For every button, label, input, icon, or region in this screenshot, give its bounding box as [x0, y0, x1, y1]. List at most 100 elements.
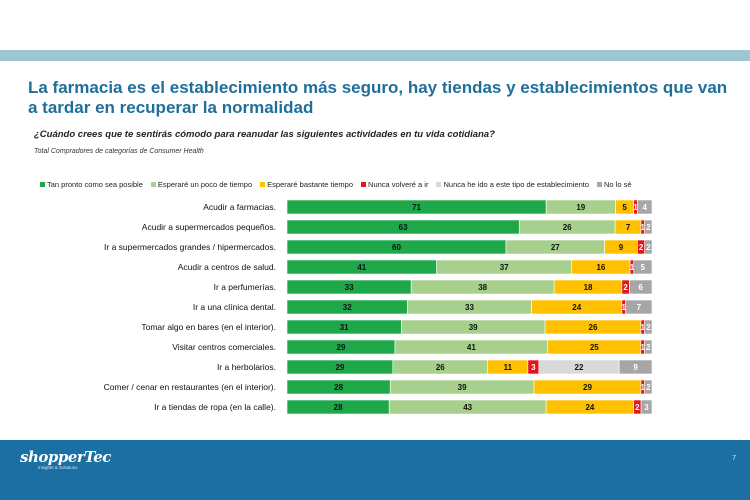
legend-swatch	[260, 181, 266, 187]
bar-segment	[644, 339, 653, 355]
bar-value-label: 3	[531, 363, 536, 372]
bar-value-label: 26	[563, 223, 572, 232]
bar-value-label: 39	[469, 323, 478, 332]
bar-value-label: 1	[633, 203, 638, 212]
legend-item: No lo sé	[597, 180, 632, 189]
category-label: Ir a supermercados grandes / hipermercad…	[104, 242, 276, 252]
bar-segment	[618, 359, 653, 375]
bar-value-label: 33	[345, 283, 354, 292]
bar-value-label: 1	[622, 303, 627, 312]
page-title: La farmacia es el establecimiento más se…	[28, 78, 728, 117]
survey-question: ¿Cuándo crees que te sentirás cómodo par…	[34, 129, 495, 140]
bar-value-label: 6	[638, 283, 643, 292]
bar-value-label: 16	[596, 263, 605, 272]
bar-value-label: 43	[463, 403, 472, 412]
page-number: 7	[732, 455, 736, 462]
brand-logo: shopperTec	[20, 448, 111, 466]
bar-value-label: 1	[640, 343, 645, 352]
top-band	[0, 50, 750, 61]
category-label: Ir a herbolarios.	[217, 362, 276, 372]
bar-value-label: 2	[646, 243, 651, 252]
bar-value-label: 5	[641, 263, 646, 272]
legend-label: No lo sé	[604, 179, 632, 189]
bar-value-label: 28	[334, 383, 343, 392]
bar-value-label: 1	[641, 383, 646, 392]
category-label: Ir a tiendas de ropa (en la calle).	[154, 402, 276, 412]
bar-value-label: 60	[392, 243, 401, 252]
bar-value-label: 63	[399, 223, 408, 232]
bar-segment	[629, 279, 653, 295]
category-label: Comer / cenar en restaurantes (en el int…	[104, 382, 276, 392]
legend-label: Nunca he ido a este tipo de establecimie…	[443, 179, 589, 189]
bar-segment	[644, 219, 653, 235]
brand-logo-subtitle: Insights & Solutions	[38, 465, 78, 470]
bar-value-label: 22	[575, 363, 584, 372]
legend-item: Tan pronto como sea posible	[40, 180, 143, 189]
bar-value-label: 2	[646, 343, 651, 352]
chart-legend: Tan pronto como sea posible Esperaré un p…	[40, 178, 740, 190]
category-label: Acudir a farmacias.	[203, 202, 276, 212]
bar-value-label: 33	[465, 303, 474, 312]
bar-segment	[644, 239, 653, 255]
legend-item: Nunca volveré a ir	[361, 180, 428, 189]
bar-value-label: 24	[585, 403, 594, 412]
legend-label: Esperaré un poco de tiempo	[157, 179, 253, 189]
bar-value-label: 29	[337, 343, 346, 352]
bar-value-label: 2	[646, 383, 651, 392]
bar-segment	[625, 299, 653, 315]
bar-value-label: 5	[622, 203, 627, 212]
legend-swatch	[361, 181, 367, 187]
category-label: Acudir a supermercados pequeños.	[142, 222, 276, 232]
bar-value-label: 25	[590, 343, 599, 352]
bar-value-label: 29	[335, 363, 344, 372]
bar-value-label: 7	[626, 223, 631, 232]
bar-value-label: 37	[500, 263, 509, 272]
bar-value-label: 9	[619, 243, 624, 252]
bar-value-label: 31	[340, 323, 349, 332]
legend-swatch	[436, 181, 442, 187]
category-label: Ir a perfumerías.	[214, 282, 276, 292]
bar-value-label: 18	[584, 283, 593, 292]
bar-value-label: 11	[504, 363, 513, 372]
bar-value-label: 29	[583, 383, 592, 392]
legend-item: Nunca he ido a este tipo de establecimie…	[436, 180, 589, 189]
bar-value-label: 9	[633, 363, 638, 372]
bar-value-label: 27	[551, 243, 560, 252]
bar-value-label: 7	[637, 303, 642, 312]
bar-value-label: 2	[635, 403, 640, 412]
bar-value-label: 71	[412, 203, 421, 212]
legend-label: Nunca volveré a ir	[368, 179, 429, 189]
sample-base: Total Compradores de categorías de Consu…	[34, 148, 204, 155]
bar-value-label: 3	[644, 403, 649, 412]
bar-value-label: 39	[458, 383, 467, 392]
legend-label: Esperaré bastante tiempo	[267, 179, 354, 189]
bar-value-label: 2	[623, 283, 628, 292]
bar-value-label: 24	[572, 303, 581, 312]
category-label: Visitar centros comerciales.	[172, 342, 276, 352]
bar-value-label: 2	[639, 243, 644, 252]
category-label: Tomar algo en bares (en el interior).	[141, 322, 276, 332]
bar-value-label: 26	[436, 363, 445, 372]
bar-value-label: 1	[630, 263, 635, 272]
footer-band: shopperTec Insights & Solutions 7	[0, 440, 750, 500]
bar-value-label: 28	[334, 403, 343, 412]
bar-value-label: 2	[646, 323, 651, 332]
legend-swatch	[40, 181, 45, 187]
legend-item: Esperaré un poco de tiempo	[150, 179, 253, 189]
bar-value-label: 41	[357, 263, 366, 272]
bar-value-label: 41	[467, 343, 476, 352]
bar-segment	[644, 379, 653, 395]
category-label: Acudir a centros de salud.	[178, 262, 276, 272]
bar-segment	[640, 399, 653, 415]
bar-value-label: 1	[641, 223, 646, 232]
bar-segment	[633, 259, 653, 275]
bar-value-label: 32	[343, 303, 352, 312]
bar-value-label: 26	[589, 323, 598, 332]
bar-value-label: 4	[642, 203, 647, 212]
bar-value-label: 2	[646, 223, 651, 232]
category-label: Ir a una clínica dental.	[193, 302, 276, 312]
bar-value-label: 1	[641, 323, 646, 332]
bar-segment	[644, 319, 653, 335]
bar-value-label: 38	[478, 283, 487, 292]
